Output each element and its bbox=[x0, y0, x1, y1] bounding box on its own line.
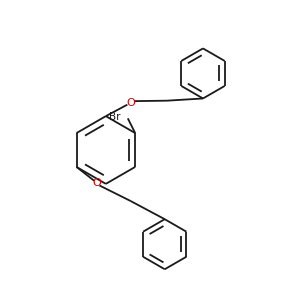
Text: Br: Br bbox=[109, 112, 120, 122]
Text: O: O bbox=[127, 98, 135, 108]
Text: O: O bbox=[93, 178, 101, 188]
